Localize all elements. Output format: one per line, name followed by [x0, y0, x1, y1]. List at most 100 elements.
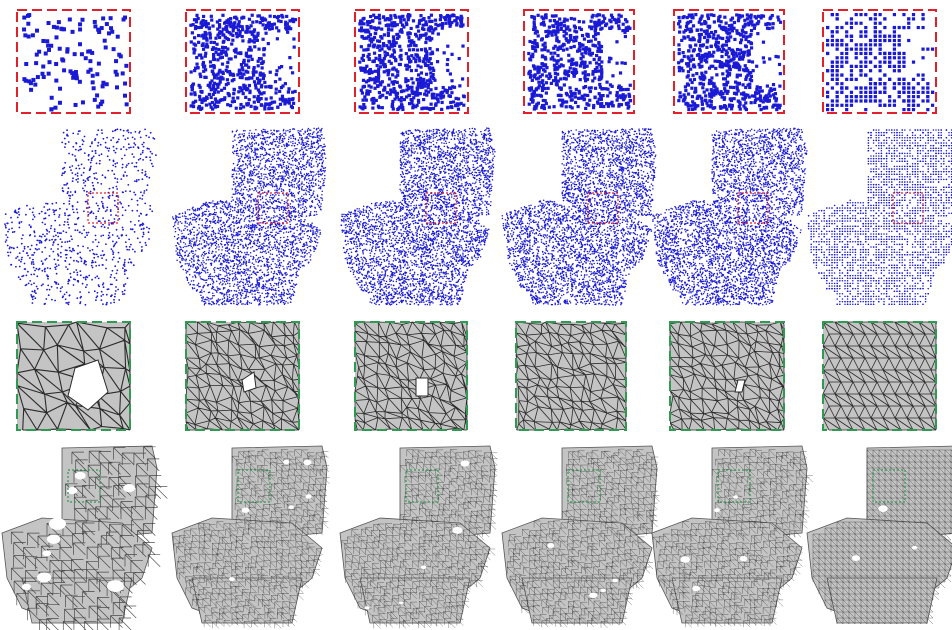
- point-mark: [388, 41, 391, 44]
- point-mark: [744, 101, 747, 104]
- point-mark: [607, 103, 610, 106]
- cloud-point: [197, 263, 199, 265]
- point-mark: [622, 23, 625, 26]
- point-mark: [879, 13, 882, 16]
- cloud-point: [94, 178, 96, 180]
- point-mark: [836, 82, 839, 85]
- cloud-point: [319, 140, 321, 142]
- cloud-point: [143, 232, 145, 234]
- point-mark: [258, 81, 261, 84]
- point-mark: [874, 95, 877, 98]
- cloud-point: [120, 148, 122, 150]
- cloud-point: [71, 165, 73, 167]
- point-mark: [209, 60, 212, 63]
- cloud-point: [124, 259, 126, 261]
- point-mark: [739, 56, 742, 59]
- point-mark: [888, 56, 891, 59]
- cloud-point: [64, 214, 66, 216]
- point-mark: [565, 105, 568, 108]
- point-mark: [281, 95, 284, 98]
- cloud-point: [13, 248, 15, 250]
- point-mark: [401, 106, 404, 109]
- cloud-point: [94, 254, 96, 256]
- cloud-point: [315, 151, 317, 153]
- point-mark: [229, 22, 232, 25]
- point-mark: [600, 98, 603, 101]
- point-mark: [241, 28, 244, 31]
- cloud-point: [140, 191, 142, 193]
- cloud-point: [113, 299, 115, 301]
- cloud-point: [90, 191, 92, 193]
- point-mark: [573, 68, 576, 71]
- point-mark: [363, 29, 366, 32]
- point-mark: [591, 79, 594, 82]
- point-mark: [391, 45, 394, 48]
- cloud-point: [142, 236, 144, 238]
- point-mark: [560, 63, 563, 66]
- cloud-point: [150, 132, 152, 134]
- point-mark: [687, 35, 690, 38]
- point-mark: [275, 73, 278, 76]
- point-mark: [592, 104, 595, 107]
- cloud-point: [110, 210, 112, 212]
- cloud-point: [111, 294, 113, 296]
- point-mark: [192, 23, 195, 26]
- point-mark: [47, 48, 51, 52]
- point-mark: [606, 94, 609, 97]
- cloud-point: [96, 163, 98, 165]
- point-mark: [288, 56, 291, 59]
- point-mark: [691, 108, 694, 111]
- point-mark: [587, 73, 590, 76]
- point-mark: [376, 46, 379, 49]
- point-mark: [883, 56, 886, 59]
- cloud-point: [305, 228, 307, 230]
- point-mark: [196, 66, 199, 69]
- point-mark: [239, 107, 242, 110]
- point-mark: [100, 26, 104, 30]
- point-mark: [276, 37, 279, 40]
- cloud-point: [97, 256, 99, 258]
- point-mark: [91, 74, 95, 78]
- point-mark: [888, 61, 891, 64]
- cloud-point: [88, 292, 90, 294]
- cloud-point: [62, 187, 64, 189]
- cloud-point: [50, 248, 52, 250]
- point-mark: [430, 20, 433, 23]
- cloud-point: [131, 162, 133, 164]
- point-mark: [879, 91, 882, 94]
- cloud-point: [316, 230, 318, 232]
- point-mark: [717, 19, 720, 22]
- point-zoom-panel: [823, 10, 936, 113]
- cloud-point: [55, 268, 57, 270]
- cloud-point: [124, 154, 126, 156]
- point-mark: [198, 54, 201, 57]
- point-mark: [536, 65, 539, 68]
- point-mark: [202, 99, 205, 102]
- point-mark: [446, 69, 449, 72]
- cloud-point: [10, 217, 12, 219]
- point-mark: [600, 27, 603, 30]
- cloud-point: [83, 225, 85, 227]
- cloud-point: [54, 220, 56, 222]
- cloud-point: [44, 303, 46, 305]
- point-mark: [293, 45, 296, 48]
- point-mark: [259, 21, 262, 24]
- point-mark: [726, 32, 729, 35]
- point-mark: [571, 98, 574, 101]
- point-mark: [598, 23, 601, 26]
- cloud-point: [192, 276, 194, 278]
- cloud-point: [87, 179, 89, 181]
- point-mark: [441, 27, 444, 30]
- point-mark: [721, 45, 724, 48]
- cloud-point: [114, 293, 116, 295]
- point-mark: [425, 32, 428, 35]
- point-mark: [214, 37, 217, 40]
- point-mark: [362, 85, 365, 88]
- point-mark: [543, 23, 546, 26]
- point-mark: [419, 14, 422, 17]
- cloud-point: [131, 229, 133, 231]
- point-mark: [260, 17, 263, 20]
- point-mark: [733, 21, 736, 24]
- point-mark: [365, 48, 368, 51]
- point-mark: [778, 63, 781, 66]
